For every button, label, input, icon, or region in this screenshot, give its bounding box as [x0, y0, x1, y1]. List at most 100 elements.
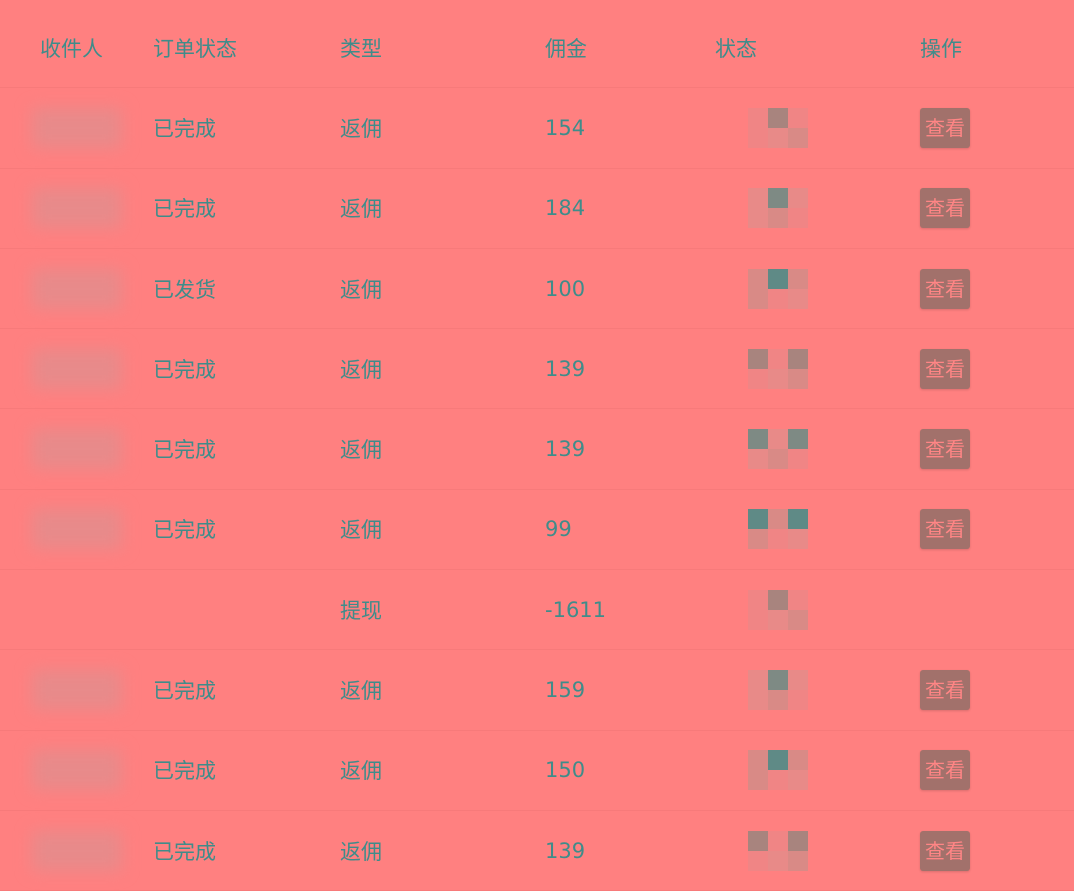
mosaic-cell — [768, 750, 788, 771]
pixelated-status — [748, 188, 920, 229]
status-cell — [715, 329, 920, 409]
mosaic-cell — [748, 830, 768, 851]
recipient-cell — [0, 248, 153, 328]
actions-cell: 查看 — [920, 810, 1074, 890]
status-cell — [715, 88, 920, 168]
mosaic-cell — [748, 529, 768, 550]
recipient-cell — [0, 168, 153, 248]
table-row: 已完成 返佣 139 查看 — [0, 810, 1074, 891]
mosaic-cell — [788, 690, 808, 711]
order-status-cell: 已完成 — [153, 518, 216, 543]
view-button[interactable]: 查看 — [920, 830, 970, 871]
mosaic-cell — [788, 509, 808, 530]
table-row: 已完成 返佣 184 查看 — [0, 168, 1074, 249]
actions-cell: 查看 — [920, 329, 1074, 409]
mosaic-cell — [768, 770, 788, 791]
pixelated-status — [748, 107, 920, 148]
mosaic-cell — [748, 589, 768, 610]
actions-cell: 查看 — [920, 248, 1074, 328]
mosaic-cell — [748, 509, 768, 530]
mosaic-cell — [748, 188, 768, 209]
blurred-recipient — [32, 670, 122, 711]
type-cell: 返佣 — [340, 679, 382, 704]
mosaic-cell — [788, 449, 808, 470]
view-button[interactable]: 查看 — [920, 429, 970, 470]
order-status-cell: 已完成 — [153, 357, 216, 382]
mosaic-cell — [768, 609, 788, 630]
mosaic-cell — [748, 670, 768, 691]
type-cell: 返佣 — [340, 839, 382, 864]
status-cell — [715, 570, 920, 650]
mosaic-cell — [788, 429, 808, 450]
blurred-recipient — [32, 830, 122, 871]
mosaic-cell — [748, 690, 768, 711]
order-status-cell: 已完成 — [153, 116, 216, 141]
mosaic-cell — [748, 288, 768, 309]
mosaic-cell — [748, 750, 768, 771]
table-row: 已发货 返佣 100 查看 — [0, 248, 1074, 329]
pixelated-status — [748, 670, 920, 711]
mosaic-cell — [768, 830, 788, 851]
view-button[interactable]: 查看 — [920, 670, 970, 711]
mosaic-cell — [748, 770, 768, 791]
blurred-recipient — [32, 348, 122, 389]
view-button[interactable]: 查看 — [920, 509, 970, 550]
actions-cell: 查看 — [920, 409, 1074, 489]
header-status: 状态 — [715, 36, 757, 61]
mosaic-cell — [788, 609, 808, 630]
header-order-status: 订单状态 — [153, 36, 237, 61]
status-cell — [715, 810, 920, 890]
commission-cell: 139 — [545, 838, 586, 863]
mosaic-cell — [768, 208, 788, 229]
actions-cell: 查看 — [920, 489, 1074, 569]
mosaic-cell — [748, 348, 768, 369]
type-cell: 提现 — [340, 598, 382, 623]
recipient-cell — [0, 409, 153, 489]
mosaic-cell — [788, 188, 808, 209]
status-cell — [715, 409, 920, 489]
mosaic-cell — [768, 288, 788, 309]
commission-cell: -1611 — [545, 597, 607, 622]
recipient-cell — [0, 650, 153, 730]
order-status-cell: 已发货 — [153, 277, 216, 302]
header-type: 类型 — [340, 36, 382, 61]
commission-cell: 100 — [545, 276, 586, 301]
order-status-cell — [153, 570, 340, 650]
status-cell — [715, 489, 920, 569]
view-button[interactable]: 查看 — [920, 348, 970, 389]
type-cell: 返佣 — [340, 518, 382, 543]
actions-cell — [920, 570, 1074, 650]
order-status-cell: 已完成 — [153, 839, 216, 864]
table-row: 已完成 返佣 159 查看 — [0, 650, 1074, 731]
mosaic-cell — [768, 670, 788, 691]
mosaic-cell — [788, 670, 808, 691]
mosaic-cell — [748, 850, 768, 871]
mosaic-cell — [788, 830, 808, 851]
mosaic-cell — [768, 589, 788, 610]
blurred-recipient — [32, 268, 122, 309]
table-row: 已完成 返佣 154 查看 — [0, 88, 1074, 169]
commission-cell: 139 — [545, 356, 586, 381]
order-status-cell: 已完成 — [153, 438, 216, 463]
status-cell — [715, 650, 920, 730]
order-status-cell: 已完成 — [153, 679, 216, 704]
commission-cell: 99 — [545, 517, 572, 542]
mosaic-cell — [788, 268, 808, 289]
view-button[interactable]: 查看 — [920, 188, 970, 229]
mosaic-cell — [748, 368, 768, 389]
pixelated-status — [748, 429, 920, 470]
mosaic-cell — [788, 107, 808, 128]
view-button[interactable]: 查看 — [920, 107, 970, 148]
pixelated-status — [748, 348, 920, 389]
status-cell — [715, 248, 920, 328]
view-button[interactable]: 查看 — [920, 268, 970, 309]
commission-cell: 159 — [545, 678, 586, 703]
table-row: 已完成 返佣 150 查看 — [0, 730, 1074, 811]
table-row: 已完成 返佣 139 查看 — [0, 329, 1074, 409]
mosaic-cell — [768, 690, 788, 711]
actions-cell: 查看 — [920, 88, 1074, 168]
recipient-cell — [0, 329, 153, 409]
table-row: 已完成 返佣 139 查看 — [0, 409, 1074, 490]
view-button[interactable]: 查看 — [920, 750, 970, 791]
type-cell: 返佣 — [340, 277, 382, 302]
